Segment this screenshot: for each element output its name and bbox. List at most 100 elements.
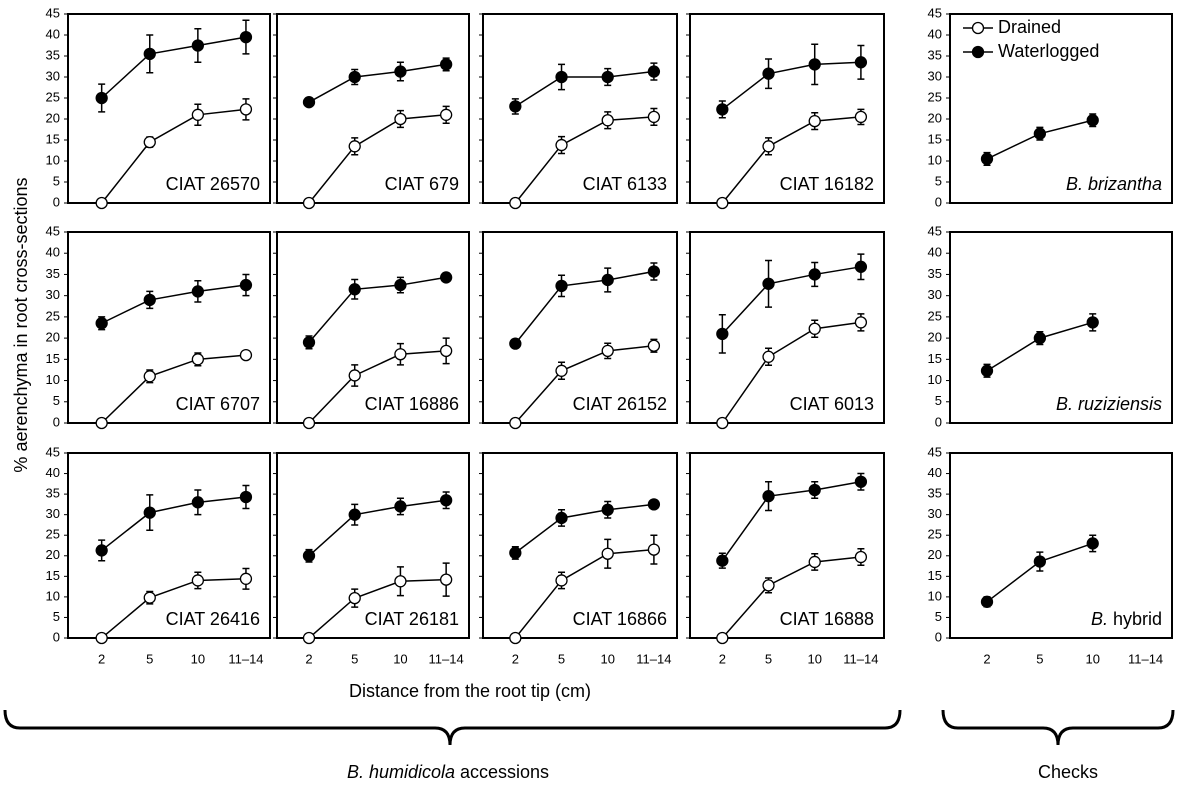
y-tick-label: 45 xyxy=(928,444,942,459)
panel-frame xyxy=(67,231,271,424)
data-point xyxy=(143,293,156,307)
y-tick-label: 0 xyxy=(53,414,60,429)
x-tick-label: 5 xyxy=(1036,651,1043,666)
legend-label: Drained xyxy=(998,17,1061,37)
y-axis-label: % aerenchyma in root cross-sections xyxy=(11,177,31,472)
panel-label: B. ruziziensis xyxy=(1056,394,1162,414)
y-tick-label: 0 xyxy=(935,414,942,429)
y-tick-label: 45 xyxy=(46,5,60,20)
y-tick-label: 20 xyxy=(928,330,942,345)
group-label: Checks xyxy=(1038,762,1098,782)
data-point xyxy=(302,196,316,210)
series-line xyxy=(721,321,862,424)
data-point xyxy=(348,591,361,605)
data-point xyxy=(854,316,868,329)
panel-frame xyxy=(276,231,470,424)
legend-marker xyxy=(971,21,985,35)
data-point xyxy=(980,152,994,166)
y-tick-label: 0 xyxy=(53,194,60,209)
y-tick-label: 10 xyxy=(928,152,942,167)
x-tick-label: 11–14 xyxy=(228,651,263,666)
data-point xyxy=(95,631,108,645)
series-line xyxy=(514,270,655,345)
data-point xyxy=(143,506,156,519)
data-point xyxy=(1033,331,1047,345)
y-tick-label: 30 xyxy=(46,68,60,83)
y-tick-label: 40 xyxy=(46,245,60,260)
y-tick-label: 30 xyxy=(46,287,60,302)
x-tick-label: 11–14 xyxy=(843,651,878,666)
data-point xyxy=(762,277,775,290)
data-point xyxy=(302,336,316,349)
y-tick-label: 25 xyxy=(46,308,60,323)
data-point xyxy=(239,490,253,504)
panel-label: CIAT 16888 xyxy=(780,609,874,629)
data-point xyxy=(348,283,361,296)
data-point xyxy=(854,56,868,69)
data-point xyxy=(394,112,407,126)
y-tick-label: 40 xyxy=(928,26,942,41)
x-tick-label: 2 xyxy=(98,651,105,666)
data-point xyxy=(348,70,361,84)
data-point xyxy=(808,322,821,335)
panel-label: CIAT 679 xyxy=(385,174,459,194)
data-point xyxy=(647,110,661,124)
data-point xyxy=(509,631,522,645)
data-point xyxy=(647,339,661,352)
data-point xyxy=(980,364,994,377)
data-point xyxy=(439,344,453,357)
data-point xyxy=(191,496,205,509)
y-tick-label: 30 xyxy=(46,506,60,521)
data-point xyxy=(239,30,253,44)
series-line xyxy=(514,70,654,108)
series-line xyxy=(514,116,654,204)
data-point xyxy=(302,416,316,430)
data-point xyxy=(647,65,661,78)
data-point xyxy=(808,114,821,128)
data-point xyxy=(1086,537,1099,550)
data-point xyxy=(762,490,775,503)
data-point xyxy=(95,317,108,330)
panel-label: CIAT 26152 xyxy=(573,394,667,414)
data-point xyxy=(601,70,614,84)
y-tick-label: 30 xyxy=(928,287,942,302)
panel-label-part: B. xyxy=(1091,609,1108,629)
y-tick-label: 5 xyxy=(935,393,942,408)
data-point xyxy=(191,285,205,298)
data-point xyxy=(509,337,522,350)
panel-frame xyxy=(689,13,885,204)
data-point xyxy=(762,579,775,592)
y-tick-label: 15 xyxy=(46,351,60,366)
panel-frame xyxy=(482,452,678,639)
y-tick-label: 40 xyxy=(928,245,942,260)
panel-label: B. brizantha xyxy=(1066,174,1162,194)
data-point xyxy=(601,344,614,357)
data-point xyxy=(808,268,821,281)
panel-frame xyxy=(276,13,470,204)
series-line xyxy=(101,108,247,204)
data-point xyxy=(439,573,453,586)
data-point xyxy=(302,631,316,645)
data-point xyxy=(716,196,729,210)
data-point xyxy=(647,543,661,556)
y-tick-label: 0 xyxy=(935,194,942,209)
y-tick-label: 45 xyxy=(928,5,942,20)
data-point xyxy=(95,544,108,557)
x-tick-label: 5 xyxy=(351,651,358,666)
data-point xyxy=(348,508,361,521)
data-point xyxy=(808,555,821,569)
x-tick-label: 10 xyxy=(600,651,614,666)
y-tick-label: 10 xyxy=(46,588,60,603)
data-point xyxy=(509,196,522,210)
series-line xyxy=(514,503,654,554)
panel-label: B. hybrid xyxy=(1091,609,1162,629)
group-label-part: B. humidicola xyxy=(347,762,455,782)
series-line xyxy=(721,266,862,335)
y-tick-label: 35 xyxy=(46,486,60,501)
data-point xyxy=(555,574,568,587)
panel-label: CIAT 16182 xyxy=(780,174,874,194)
legend-marker xyxy=(971,45,985,59)
y-tick-label: 5 xyxy=(53,393,60,408)
panel-frame xyxy=(482,231,678,424)
data-point xyxy=(1086,114,1099,127)
